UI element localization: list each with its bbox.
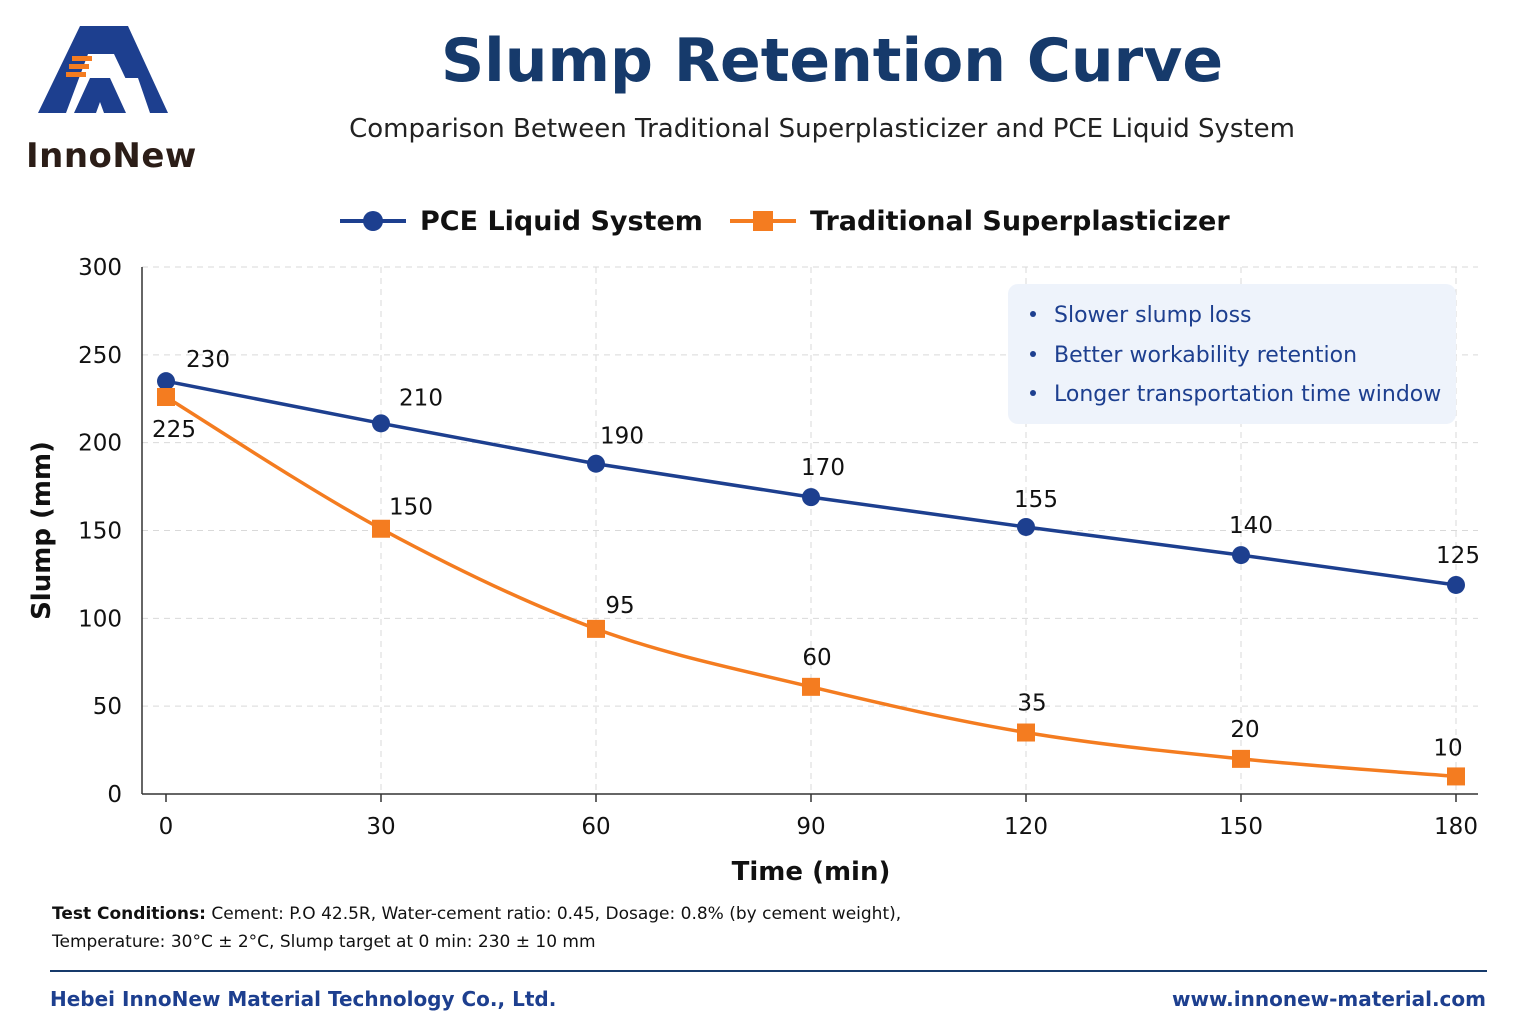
data-label: 95 bbox=[605, 593, 634, 619]
benefit-text: Longer transportation time window bbox=[1054, 382, 1442, 407]
x-tick-label: 0 bbox=[159, 814, 174, 840]
data-point-traditional bbox=[372, 519, 390, 538]
y-axis-label: Slump (mm) bbox=[27, 441, 57, 620]
legend-marker-square-icon bbox=[730, 211, 796, 231]
data-point-pce bbox=[1017, 517, 1035, 536]
y-tick-label: 150 bbox=[78, 519, 122, 545]
bullet-icon bbox=[1030, 311, 1036, 317]
innonew-logo-icon bbox=[38, 26, 168, 113]
test-conditions: Test Conditions: Cement: P.O 42.5R, Wate… bbox=[52, 900, 901, 956]
data-point-pce bbox=[587, 454, 605, 473]
x-tick-label: 120 bbox=[1004, 814, 1048, 840]
benefit-item: Better workability retention bbox=[1030, 338, 1456, 378]
data-label: 125 bbox=[1436, 543, 1480, 569]
chart-subtitle: Comparison Between Traditional Superplas… bbox=[349, 114, 1295, 144]
data-label: 170 bbox=[801, 455, 845, 481]
data-label: 225 bbox=[152, 417, 196, 443]
y-tick-label: 100 bbox=[78, 606, 122, 632]
x-axis-label: Time (min) bbox=[732, 857, 891, 887]
legend-marker-circle-icon bbox=[340, 211, 406, 231]
data-label: 230 bbox=[186, 347, 230, 373]
chart-title: Slump Retention Curve bbox=[440, 26, 1224, 96]
y-tick-label: 0 bbox=[107, 782, 122, 808]
data-point-traditional bbox=[802, 677, 820, 696]
bullet-icon bbox=[1030, 350, 1036, 357]
benefits-box: Slower slump loss Better workability ret… bbox=[1008, 284, 1456, 424]
data-label: 20 bbox=[1230, 717, 1259, 743]
footer-company: Hebei InnoNew Material Technology Co., L… bbox=[50, 987, 557, 1011]
legend-item-pce: PCE Liquid System bbox=[340, 196, 703, 246]
data-point-traditional bbox=[157, 387, 175, 406]
data-label: 140 bbox=[1229, 513, 1273, 539]
x-tick-label: 180 bbox=[1434, 814, 1478, 840]
data-point-pce bbox=[1447, 575, 1465, 594]
data-point-traditional bbox=[1017, 723, 1035, 742]
x-tick-label: 150 bbox=[1219, 814, 1263, 840]
benefit-item: Longer transportation time window bbox=[1030, 377, 1456, 417]
footer-divider bbox=[50, 970, 1487, 972]
legend: PCE Liquid System Traditional Superplast… bbox=[0, 196, 1536, 246]
x-tick-label: 90 bbox=[796, 814, 825, 840]
data-point-pce bbox=[1232, 546, 1250, 565]
data-point-pce bbox=[802, 488, 820, 507]
benefit-text: Slower slump loss bbox=[1054, 303, 1252, 328]
data-point-pce bbox=[372, 414, 390, 433]
data-point-traditional bbox=[587, 619, 605, 638]
x-tick-label: 60 bbox=[581, 814, 610, 840]
data-label: 60 bbox=[802, 645, 831, 671]
data-label: 155 bbox=[1014, 487, 1058, 513]
y-tick-label: 50 bbox=[93, 694, 122, 720]
legend-label-traditional: Traditional Superplasticizer bbox=[810, 205, 1230, 237]
data-label: 35 bbox=[1017, 691, 1046, 717]
y-tick-label: 300 bbox=[78, 255, 122, 281]
conditions-line1: Cement: P.O 42.5R, Water-cement ratio: 0… bbox=[205, 904, 902, 924]
conditions-line2: Temperature: 30°C ± 2°C, Slump target at… bbox=[52, 932, 596, 952]
data-point-pce bbox=[157, 372, 175, 391]
bullet-icon bbox=[1030, 390, 1036, 396]
data-point-traditional bbox=[1447, 767, 1465, 786]
footer-website[interactable]: www.innonew-material.com bbox=[1172, 987, 1486, 1011]
benefit-item: Slower slump loss bbox=[1030, 298, 1456, 338]
y-tick-label: 250 bbox=[78, 343, 122, 369]
legend-item-traditional: Traditional Superplasticizer bbox=[730, 196, 1230, 246]
line-chart: 0 50 100 150 200 250 300 0 30 60 90 120 150 180 Time (… bbox=[27, 255, 1480, 887]
legend-label-pce: PCE Liquid System bbox=[420, 205, 703, 237]
y-tick-label: 200 bbox=[78, 431, 122, 457]
benefit-text: Better workability retention bbox=[1054, 342, 1358, 368]
data-label: 150 bbox=[389, 495, 433, 521]
data-label: 210 bbox=[399, 385, 443, 411]
data-label: 10 bbox=[1433, 735, 1462, 761]
company-logo: InnoNew bbox=[22, 18, 202, 176]
data-label: 190 bbox=[600, 424, 644, 450]
data-point-traditional bbox=[1232, 749, 1250, 768]
conditions-label: Test Conditions: bbox=[52, 904, 206, 924]
logo-text: InnoNew bbox=[26, 136, 197, 176]
x-tick-label: 30 bbox=[366, 814, 395, 840]
